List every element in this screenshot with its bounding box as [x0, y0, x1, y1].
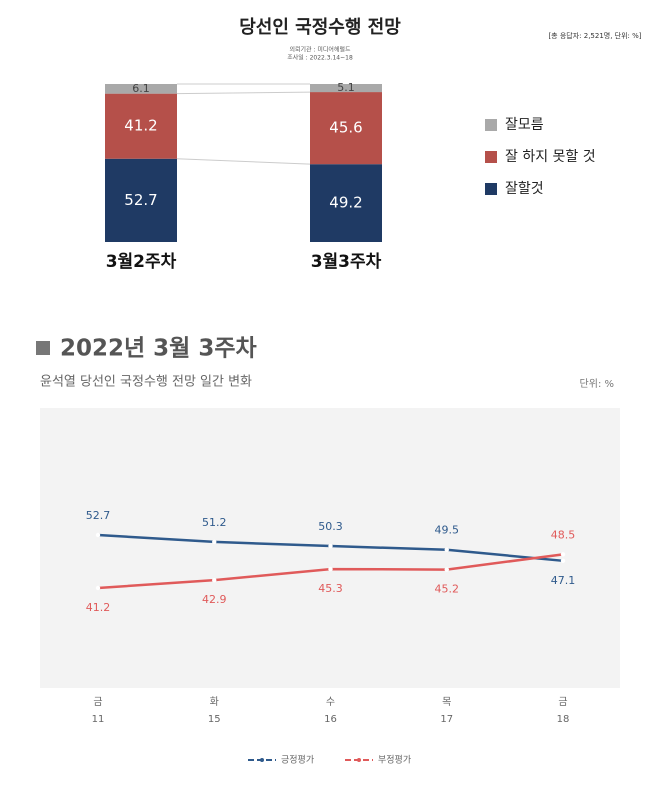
data-label: 42.9: [202, 593, 227, 606]
x-tick-label: 금: [93, 696, 102, 708]
line-point: [212, 539, 217, 545]
data-label: 48.5: [551, 528, 576, 541]
data-label: 6.1: [132, 82, 150, 95]
legend-label: 잘할것: [505, 181, 544, 197]
data-label: 45.2: [435, 583, 460, 596]
data-label: 51.2: [202, 516, 227, 529]
line-point: [560, 552, 566, 557]
bar-segment: [105, 84, 177, 94]
heading-icon: [36, 341, 50, 355]
data-label: 45.3: [318, 582, 343, 595]
connector-line: [176, 91, 311, 95]
x-tick-label: 18: [557, 714, 570, 725]
legend-label: 부정평가: [378, 755, 411, 766]
line-point: [95, 532, 101, 538]
x-tick-label: 목: [442, 696, 451, 708]
connector-line: [176, 158, 311, 165]
chart-title: 2022년 3월 3주차: [60, 336, 257, 362]
x-tick-label: 15: [208, 714, 221, 725]
x-tick-label: 16: [324, 714, 337, 725]
chart-note: [총 응답자: 2,521명, 단위: %]: [548, 31, 641, 40]
bar-segment: [105, 158, 177, 242]
x-tick-label: 11: [92, 714, 105, 725]
line-point: [444, 547, 449, 552]
line-point: [328, 566, 333, 572]
legend-swatch: [485, 119, 497, 131]
legend-dot: [357, 758, 361, 762]
bar-segment: [105, 93, 177, 159]
legend-swatch: [485, 151, 497, 163]
legend-label: 잘모름: [505, 117, 544, 133]
top-chart: 당선인 국정수행 전망 의뢰기관 : 미디어헤럴드 조사일 : 2022.3.1…: [239, 17, 642, 62]
x-tick-label: 3월2주차: [106, 252, 177, 272]
bottom-chart: 2022년 3월 3주차 윤석열 당선인 국정수행 전망 일간 변화 단위: %: [36, 336, 620, 688]
chart-subtitle: 조사일 : 2022.3.14~18: [287, 54, 353, 62]
bar-segment: [310, 84, 382, 93]
legend-dot: [260, 758, 264, 762]
legend-swatch: [485, 183, 497, 195]
chart-subtitle: 의뢰기관 : 미디어헤럴드: [289, 46, 351, 54]
x-tick-label: 금: [558, 696, 567, 708]
line-point: [444, 567, 449, 572]
chart-title: 당선인 국정수행 전망: [239, 17, 401, 38]
data-label: 41.2: [124, 117, 157, 135]
x-tick-label: 화: [210, 696, 219, 708]
data-label: 52.7: [86, 509, 111, 522]
data-label: 49.5: [435, 524, 460, 537]
data-label: 47.1: [551, 574, 576, 587]
unit-label: 단위: %: [580, 377, 614, 390]
line-point: [212, 577, 217, 583]
line-point: [328, 543, 333, 549]
data-label: 49.2: [329, 194, 362, 212]
data-label: 45.6: [329, 119, 362, 137]
data-label: 5.1: [337, 81, 355, 94]
line-point: [95, 585, 101, 591]
line-point: [560, 558, 566, 564]
x-tick-label: 3월3주차: [311, 252, 382, 272]
data-label: 50.3: [318, 520, 343, 533]
x-tick-label: 수: [326, 696, 335, 708]
bar-segment: [310, 164, 382, 242]
x-tick-label: 17: [440, 714, 453, 725]
legend-label: 긍정평가: [281, 755, 314, 766]
bar-segment: [310, 92, 382, 165]
data-label: 52.7: [124, 191, 157, 209]
data-label: 41.2: [86, 601, 111, 614]
chart-subtitle: 윤석열 당선인 국정수행 전망 일간 변화: [40, 374, 252, 390]
legend-label: 잘 하지 못할 것: [505, 149, 596, 165]
